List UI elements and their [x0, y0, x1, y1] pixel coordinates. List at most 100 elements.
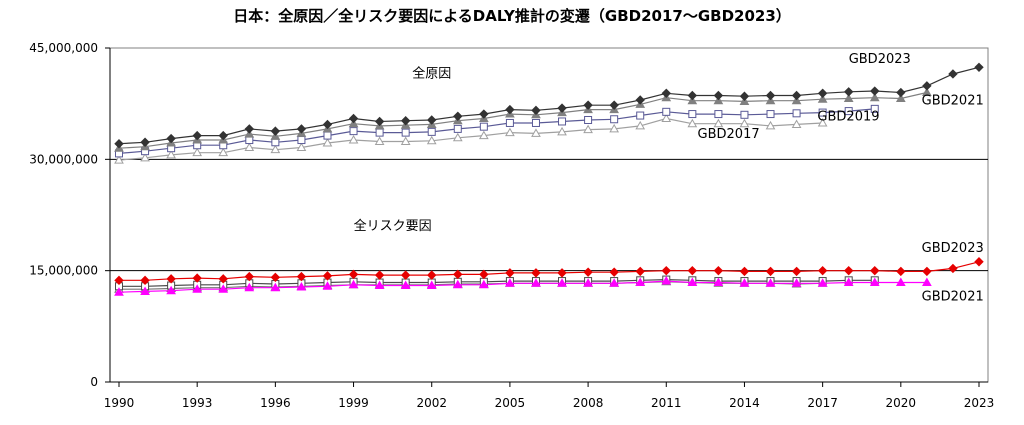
data-point: [244, 271, 255, 282]
group-label: 全リスク要因: [354, 218, 432, 234]
data-point: [609, 100, 619, 110]
data-point: [558, 117, 567, 126]
data-point: [635, 277, 646, 287]
data-point: [453, 269, 463, 280]
data-point: [479, 269, 489, 280]
data-point: [322, 119, 333, 130]
data-point: [401, 128, 410, 137]
data-point: [192, 130, 202, 141]
data-point: [114, 155, 124, 164]
y-tick-label: 0: [90, 375, 98, 389]
data-point: [661, 265, 671, 276]
data-point: [583, 267, 593, 277]
data-point: [974, 62, 984, 73]
data-point: [791, 278, 802, 287]
data-point: [557, 103, 567, 113]
x-tick-label: 2014: [729, 396, 760, 410]
data-point: [687, 118, 698, 128]
data-point: [661, 113, 672, 123]
data-point: [843, 277, 854, 287]
data-point: [791, 90, 802, 101]
series-line: [118, 280, 927, 293]
data-point: [374, 116, 385, 127]
x-tick-label: 2008: [573, 396, 604, 410]
data-point: [922, 266, 932, 277]
data-point: [296, 142, 307, 151]
data-point: [452, 132, 463, 142]
data-point: [609, 267, 619, 277]
group-label: 全原因: [412, 66, 451, 82]
data-point: [713, 118, 724, 128]
data-point: [505, 278, 515, 287]
data-point: [322, 281, 333, 290]
series-label: GBD2023: [849, 52, 911, 67]
data-point: [713, 90, 724, 101]
x-tick-label: 1996: [260, 396, 291, 410]
data-point: [609, 123, 620, 133]
data-point: [270, 272, 281, 283]
data-point: [870, 86, 880, 96]
data-point: [817, 88, 828, 98]
data-point: [869, 277, 880, 287]
x-tick-label: 2023: [964, 396, 995, 410]
data-point: [478, 130, 489, 140]
data-point: [478, 279, 489, 289]
data-point: [453, 111, 463, 121]
data-point: [687, 90, 698, 101]
data-point: [688, 110, 697, 119]
data-point: [713, 277, 724, 287]
x-tick-label: 2011: [651, 396, 682, 410]
data-point: [922, 81, 932, 91]
data-point: [479, 122, 488, 131]
y-tick-label: 45,000,000: [29, 41, 98, 55]
data-point: [452, 279, 463, 289]
x-tick-label: 1993: [182, 396, 213, 410]
data-point: [140, 137, 150, 147]
data-point: [635, 95, 645, 105]
series-line: [118, 117, 823, 161]
data-point: [166, 274, 176, 284]
data-point: [192, 273, 202, 283]
series-label: GBD2021: [922, 289, 984, 304]
data-point: [140, 286, 150, 295]
data-point: [270, 126, 281, 136]
data-point: [739, 278, 750, 287]
data-point: [661, 276, 672, 285]
data-point: [505, 268, 515, 278]
data-point: [505, 127, 515, 137]
x-tick-label: 2017: [807, 396, 838, 410]
data-point: [843, 93, 854, 102]
data-point: [297, 136, 306, 145]
data-point: [348, 113, 359, 124]
data-point: [531, 278, 541, 287]
data-point: [687, 277, 698, 287]
x-tick-label: 2005: [495, 396, 526, 410]
y-tick-label: 15,000,000: [29, 264, 98, 278]
data-point: [818, 108, 827, 117]
data-point: [765, 278, 776, 287]
data-point: [870, 265, 880, 276]
data-point: [166, 149, 176, 159]
data-point: [270, 282, 281, 292]
data-point: [895, 277, 906, 287]
data-point: [505, 104, 515, 115]
data-point: [218, 274, 228, 284]
data-point: [427, 270, 437, 280]
data-point: [713, 265, 724, 276]
data-point: [427, 127, 436, 136]
series-label: GBD2021: [922, 93, 984, 108]
data-point: [610, 115, 619, 124]
data-point: [739, 118, 750, 128]
data-point: [714, 110, 723, 119]
data-point: [792, 109, 801, 118]
data-point: [426, 135, 437, 145]
data-point: [244, 124, 255, 134]
data-point: [218, 130, 228, 141]
data-point: [140, 275, 150, 286]
data-point: [843, 265, 854, 276]
data-point: [426, 280, 437, 290]
data-point: [166, 285, 176, 295]
series-label: GBD2023: [922, 241, 984, 256]
